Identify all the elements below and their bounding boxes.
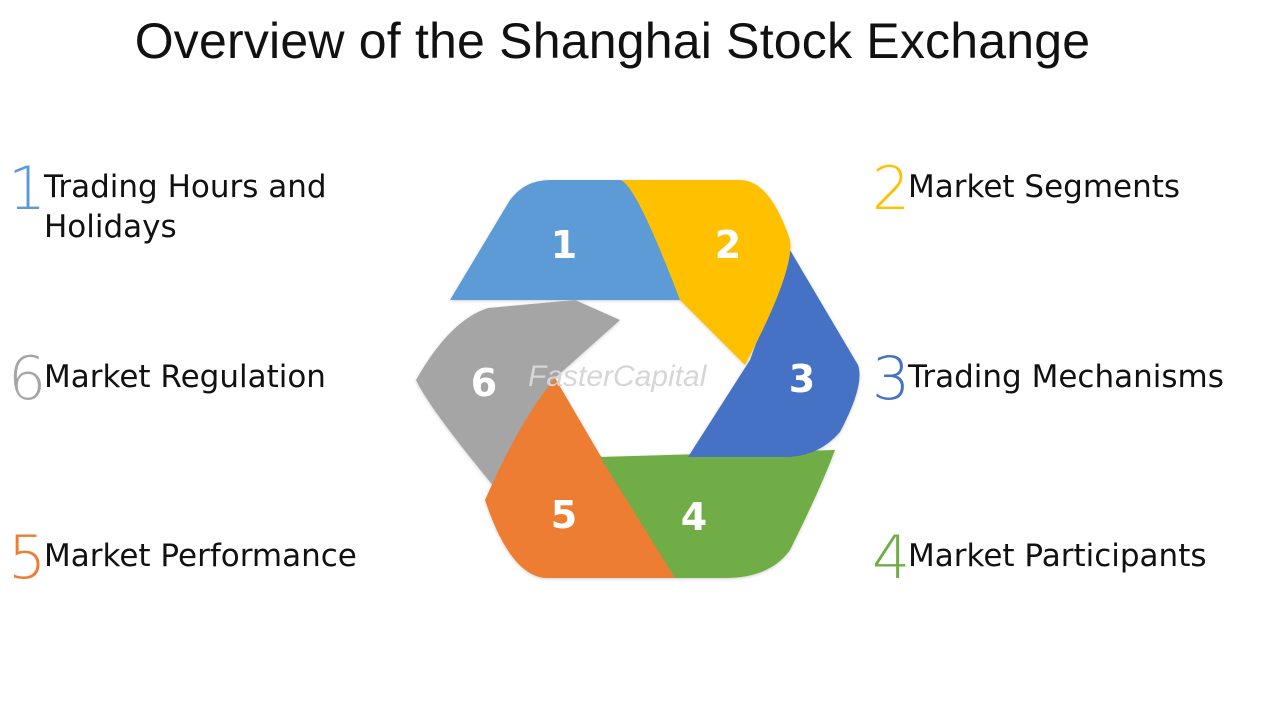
item-label-4: Market Participants (908, 536, 1207, 576)
list-item-3: 3 Trading Mechanisms (872, 357, 1252, 437)
segment-number-5: 5 (551, 493, 577, 537)
item-number-4: 4 (872, 522, 910, 594)
list-item-5: 5 Market Performance (8, 536, 368, 616)
item-number-5: 5 (8, 522, 46, 594)
segment-number-4: 4 (681, 495, 707, 539)
segment-number-6: 6 (471, 361, 497, 405)
list-item-4: 4 Market Participants (872, 536, 1252, 616)
item-label-5: Market Performance (44, 536, 357, 576)
item-label-6: Market Regulation (44, 357, 326, 397)
list-item-2: 2 Market Segments (872, 167, 1252, 247)
item-label-2: Market Segments (908, 167, 1180, 207)
segment-number-1: 1 (551, 223, 577, 267)
segment-number-3: 3 (789, 357, 815, 401)
segment-number-2: 2 (715, 223, 741, 267)
watermark-text: FasterCapital (528, 360, 708, 393)
list-item-1: 1 Trading Hours and Holidays (8, 167, 368, 247)
list-item-6: 6 Market Regulation (8, 357, 368, 437)
item-number-6: 6 (8, 343, 46, 415)
hexagon-cycle-diagram: FasterCapital 1 2 3 4 5 6 (410, 170, 870, 590)
item-number-2: 2 (872, 153, 910, 225)
item-label-3: Trading Mechanisms (908, 357, 1224, 397)
item-number-1: 1 (8, 153, 46, 225)
item-label-1: Trading Hours and Holidays (44, 167, 327, 247)
page-title: Overview of the Shanghai Stock Exchange (0, 12, 1225, 70)
item-number-3: 3 (872, 343, 910, 415)
